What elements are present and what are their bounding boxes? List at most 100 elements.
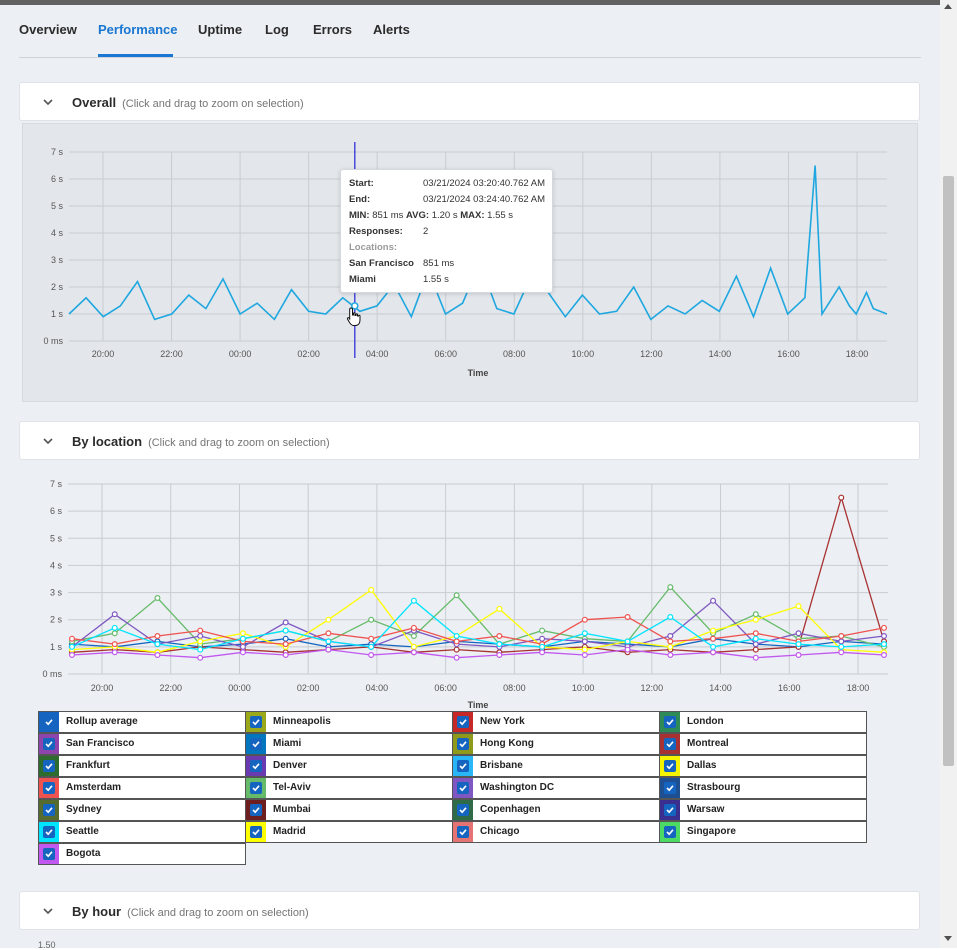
legend-item[interactable]: Montreal <box>659 733 867 755</box>
legend-checkbox[interactable] <box>43 716 55 728</box>
legend-item[interactable]: Copenhagen <box>452 799 660 821</box>
legend-item[interactable]: Frankfurt <box>38 755 246 777</box>
series-point <box>282 652 289 659</box>
legend-checkbox[interactable] <box>250 760 262 772</box>
by-location-chart-svg[interactable]: 0 ms 1 s 2 s 3 s 4 s 5 s 6 s 7 s 20:00 22:00 00:00… <box>22 470 918 710</box>
legend-item[interactable]: New York <box>452 711 660 733</box>
legend-item[interactable]: Dallas <box>659 755 867 777</box>
vertical-scrollbar[interactable] <box>940 0 957 948</box>
legend-checkbox[interactable] <box>664 782 676 794</box>
legend-item[interactable]: Minneapolis <box>245 711 453 733</box>
tab-log[interactable]: Log <box>265 22 289 37</box>
series-point <box>667 643 674 650</box>
legend-item[interactable]: Tel-Aviv <box>245 777 453 799</box>
legend-swatch <box>39 844 59 864</box>
legend-item[interactable]: Singapore <box>659 821 867 843</box>
tt-avg-value: 1.20 s <box>431 210 458 221</box>
overall-chart-svg[interactable]: 0 ms 1 s 2 s 3 s 4 s 5 s 6 s 7 s 20:00 22:00 00:00… <box>23 124 917 401</box>
y-tick-label: 4 s <box>50 560 63 570</box>
series-point <box>368 643 375 650</box>
by-location-panel-header[interactable]: By location (Click and drag to zoom on se… <box>19 421 920 460</box>
legend-checkbox[interactable] <box>664 826 676 838</box>
legend-item[interactable]: Amsterdam <box>38 777 246 799</box>
overall-panel-header[interactable]: Overall (Click and drag to zoom on select… <box>19 82 920 121</box>
tab-alerts[interactable]: Alerts <box>373 22 410 37</box>
tab-overview[interactable]: Overview <box>19 22 77 37</box>
series-point <box>325 630 332 637</box>
legend-checkbox[interactable] <box>43 782 55 794</box>
legend-item[interactable]: Chicago <box>452 821 660 843</box>
legend-label: Hong Kong <box>480 738 534 749</box>
series-point <box>197 627 204 634</box>
x-tick-label: 16:00 <box>777 349 800 359</box>
series-point <box>795 630 802 637</box>
legend-checkbox[interactable] <box>664 804 676 816</box>
legend-label: Tel-Aviv <box>273 782 311 793</box>
legend-checkbox[interactable] <box>43 760 55 772</box>
tab-errors[interactable]: Errors <box>313 22 353 37</box>
tt-min-label: MIN: <box>349 210 370 221</box>
tt-end-label: End: <box>349 194 371 205</box>
chevron-down-icon[interactable] <box>42 435 54 447</box>
series-point <box>752 635 759 642</box>
by-location-chart[interactable]: 0 ms 1 s 2 s 3 s 4 s 5 s 6 s 7 s 20:00 22:00 00:00… <box>22 470 918 710</box>
legend-item[interactable]: Mumbai <box>245 799 453 821</box>
legend-checkbox[interactable] <box>43 804 55 816</box>
y-tick-label: 3 s <box>50 588 63 598</box>
series-point <box>410 649 417 656</box>
legend-checkbox[interactable] <box>664 760 676 772</box>
scrollbar-thumb[interactable] <box>943 176 954 766</box>
series-point <box>410 633 417 640</box>
legend-checkbox[interactable] <box>457 716 469 728</box>
check-icon <box>459 741 467 748</box>
tab-performance[interactable]: Performance <box>98 22 178 37</box>
legend-checkbox[interactable] <box>457 760 469 772</box>
chevron-down-icon[interactable] <box>42 905 54 917</box>
legend-checkbox[interactable] <box>43 738 55 750</box>
legend-item[interactable]: San Francisco <box>38 733 246 755</box>
series-point <box>368 586 375 593</box>
legend-checkbox[interactable] <box>250 782 262 794</box>
tt-start-value: 03/21/2024 03:20:40.762 AM <box>423 178 546 189</box>
legend-checkbox[interactable] <box>457 782 469 794</box>
tt-locations-label: Locations: <box>349 242 398 253</box>
legend-checkbox[interactable] <box>457 826 469 838</box>
legend-checkbox[interactable] <box>664 738 676 750</box>
legend-checkbox[interactable] <box>457 804 469 816</box>
legend-checkbox[interactable] <box>664 716 676 728</box>
panel-title: Overall (Click and drag to zoom on select… <box>72 95 304 110</box>
scroll-down-icon[interactable] <box>944 936 952 941</box>
legend-item[interactable]: Seattle <box>38 821 246 843</box>
series-point <box>496 605 503 612</box>
legend-item[interactable]: Madrid <box>245 821 453 843</box>
legend-checkbox[interactable] <box>43 848 55 860</box>
legend-swatch <box>39 712 59 732</box>
legend-item[interactable]: Hong Kong <box>452 733 660 755</box>
series-point <box>539 627 546 634</box>
legend-checkbox[interactable] <box>250 716 262 728</box>
legend-item[interactable]: Miami <box>245 733 453 755</box>
legend-item[interactable]: Rollup average <box>38 711 246 733</box>
by-hour-panel-header[interactable]: By hour (Click and drag to zoom on select… <box>19 891 920 930</box>
legend-item[interactable]: Strasbourg <box>659 777 867 799</box>
legend-item[interactable]: Bogota <box>38 843 246 865</box>
legend-item[interactable]: Denver <box>245 755 453 777</box>
legend-swatch <box>660 756 680 776</box>
legend-item[interactable]: Warsaw <box>659 799 867 821</box>
series-point <box>154 641 161 648</box>
legend-checkbox[interactable] <box>250 738 262 750</box>
legend-item[interactable]: London <box>659 711 867 733</box>
tab-uptime[interactable]: Uptime <box>198 22 243 37</box>
legend-swatch <box>39 756 59 776</box>
legend-checkbox[interactable] <box>457 738 469 750</box>
legend-item[interactable]: Brisbane <box>452 755 660 777</box>
chevron-down-icon[interactable] <box>42 96 54 108</box>
legend-item[interactable]: Washington DC <box>452 777 660 799</box>
legend-item[interactable]: Sydney <box>38 799 246 821</box>
check-icon <box>45 807 53 814</box>
legend-checkbox[interactable] <box>250 804 262 816</box>
series-line <box>71 589 885 653</box>
scroll-up-icon[interactable] <box>944 4 952 9</box>
legend-checkbox[interactable] <box>250 826 262 838</box>
legend-checkbox[interactable] <box>43 826 55 838</box>
